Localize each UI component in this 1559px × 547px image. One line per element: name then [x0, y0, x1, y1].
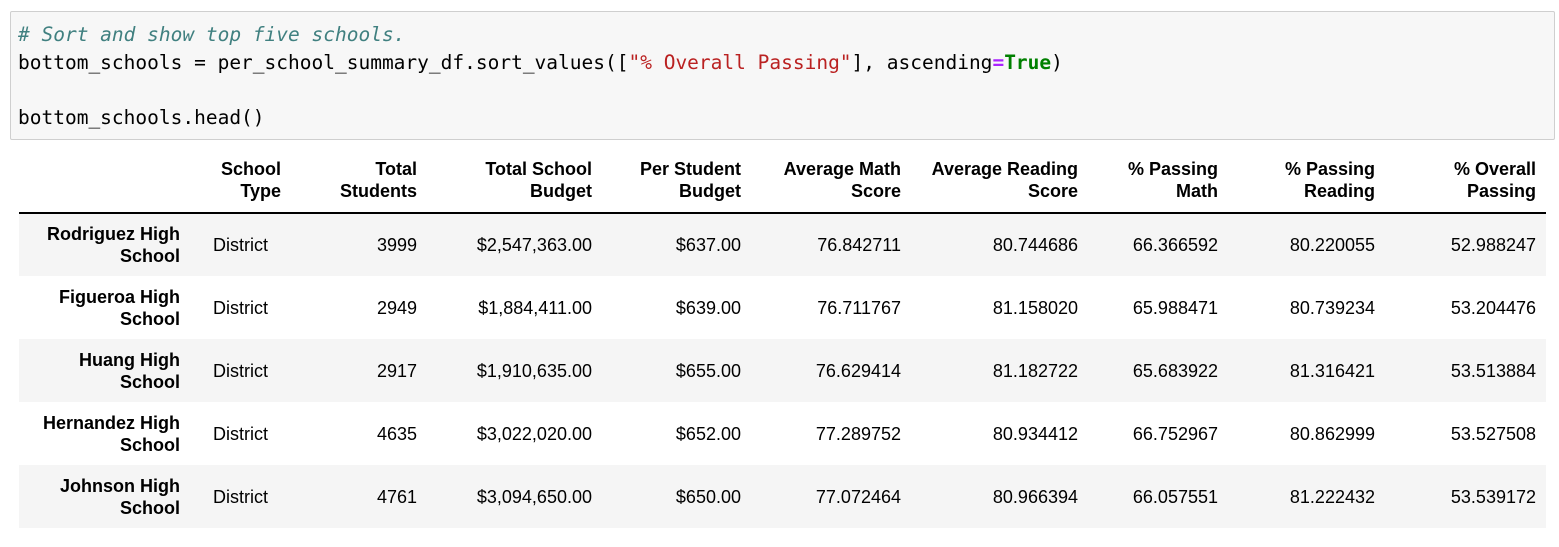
code-sort-prefix: bottom_schools = per_school_summary_df.s… [18, 50, 629, 74]
cell-average-reading: 81.158020 [992, 297, 1078, 318]
table-row: Huang High School District 2917 $1,910,63… [19, 339, 1546, 402]
cell-per-student-budget: $655.00 [675, 360, 741, 381]
cell-total-students: 4761 [376, 486, 417, 507]
cell-school-type: District [213, 297, 268, 318]
code-line-sort: bottom_schools = per_school_summary_df.s… [18, 49, 1063, 77]
table-row: Johnson High School District 4761 $3,094,… [19, 465, 1546, 528]
cell-overall-passing: 53.527508 [1450, 423, 1536, 444]
header-total-school-budget: Total School Budget [427, 150, 602, 214]
table-header-row: School Type Total Students Total School Bud… [19, 150, 1546, 214]
header-average-reading-score: Average Reading Score [911, 150, 1088, 214]
header-per-student-budget: Per Student Budget [602, 150, 751, 214]
code-keyword-true: True [1004, 50, 1052, 74]
cell-passing-math: 65.683922 [1132, 360, 1218, 381]
row-school-name: Huang High School [79, 349, 180, 392]
code-line-head: bottom_schools.head() [18, 104, 1063, 132]
cell-overall-passing: 52.988247 [1450, 235, 1536, 255]
cell-average-reading: 80.744686 [992, 235, 1078, 255]
header-total-students: Total Students [291, 150, 427, 214]
header-passing-math: % Passing Math [1088, 150, 1228, 214]
cell-per-student-budget: $639.00 [675, 297, 741, 318]
cell-overall-passing: 53.204476 [1450, 297, 1536, 318]
cell-total-budget: $2,547,363.00 [476, 235, 592, 255]
cell-per-student-budget: $652.00 [675, 423, 741, 444]
cell-school-type: District [213, 423, 268, 444]
cell-overall-passing: 53.513884 [1450, 360, 1536, 381]
code-string-literal: "% Overall Passing" [628, 50, 852, 74]
code-line-comment: # Sort and show top five schools. [18, 21, 1063, 49]
cell-total-budget: $1,910,635.00 [476, 360, 592, 381]
cell-average-reading: 81.182722 [992, 360, 1078, 381]
header-index [19, 150, 190, 214]
code-line-blank [18, 76, 1063, 104]
header-overall-passing: % Overall Passing [1385, 150, 1546, 214]
code-editor[interactable]: # Sort and show top five schools. bottom_… [18, 21, 1063, 131]
cell-total-budget: $1,884,411.00 [478, 297, 592, 318]
dataframe-table: School Type Total Students Total School Bud… [19, 150, 1546, 528]
row-school-name: Figueroa High School [59, 286, 180, 329]
header-passing-reading: % Passing Reading [1228, 150, 1385, 214]
cell-output: School Type Total Students Total School Bud… [19, 150, 1546, 528]
header-school-type: School Type [190, 150, 291, 214]
cell-passing-reading: 80.220055 [1289, 235, 1375, 255]
cell-total-students: 2949 [376, 297, 417, 318]
cell-average-reading: 80.934412 [992, 423, 1078, 444]
row-school-name: Johnson High School [60, 475, 180, 518]
row-school-name: Hernandez High School [42, 412, 180, 455]
cell-average-math: 76.842711 [817, 235, 901, 255]
cell-passing-reading: 80.862999 [1289, 423, 1375, 444]
cell-passing-reading: 81.222432 [1289, 486, 1375, 507]
code-sort-middle: ], ascending [851, 50, 993, 74]
cell-total-students: 4635 [376, 423, 417, 444]
table-row: Figueroa High School District 2949 $1,884… [19, 276, 1546, 339]
cell-passing-math: 66.366592 [1132, 235, 1218, 255]
cell-school-type: District [213, 235, 268, 255]
code-comment: # Sort and show top five schools. [18, 23, 406, 46]
code-operator: = [992, 50, 1005, 74]
cell-passing-reading: 81.316421 [1289, 360, 1375, 381]
cell-average-reading: 80.966394 [992, 486, 1078, 507]
cell-average-math: 77.072464 [815, 486, 901, 507]
cell-total-students: 3999 [376, 235, 417, 255]
cell-passing-reading: 80.739234 [1289, 297, 1375, 318]
cell-per-student-budget: $637.00 [675, 235, 741, 255]
code-sort-suffix: ) [1051, 50, 1063, 74]
cell-overall-passing: 53.539172 [1450, 486, 1536, 507]
row-school-name: Rodriguez High School [47, 224, 180, 266]
table-row: Rodriguez High School District 3999 $2,54… [19, 213, 1546, 276]
cell-total-budget: $3,022,020.00 [476, 423, 592, 444]
cell-total-students: 2917 [376, 360, 417, 381]
code-cell-input[interactable]: # Sort and show top five schools. bottom_… [10, 11, 1555, 140]
cell-school-type: District [213, 360, 268, 381]
cell-school-type: District [213, 486, 268, 507]
cell-average-math: 76.629414 [815, 360, 901, 381]
cell-total-budget: $3,094,650.00 [476, 486, 592, 507]
table-row: Hernandez High School District 4635 $3,02… [19, 402, 1546, 465]
cell-passing-math: 66.057551 [1132, 486, 1218, 507]
cell-average-math: 76.711767 [817, 297, 901, 318]
cell-average-math: 77.289752 [815, 423, 901, 444]
cell-per-student-budget: $650.00 [675, 486, 741, 507]
cell-passing-math: 65.988471 [1132, 297, 1218, 318]
header-average-math-score: Average Math Score [751, 150, 911, 214]
cell-passing-math: 66.752967 [1132, 423, 1218, 444]
code-head-call: bottom_schools.head() [18, 105, 265, 129]
